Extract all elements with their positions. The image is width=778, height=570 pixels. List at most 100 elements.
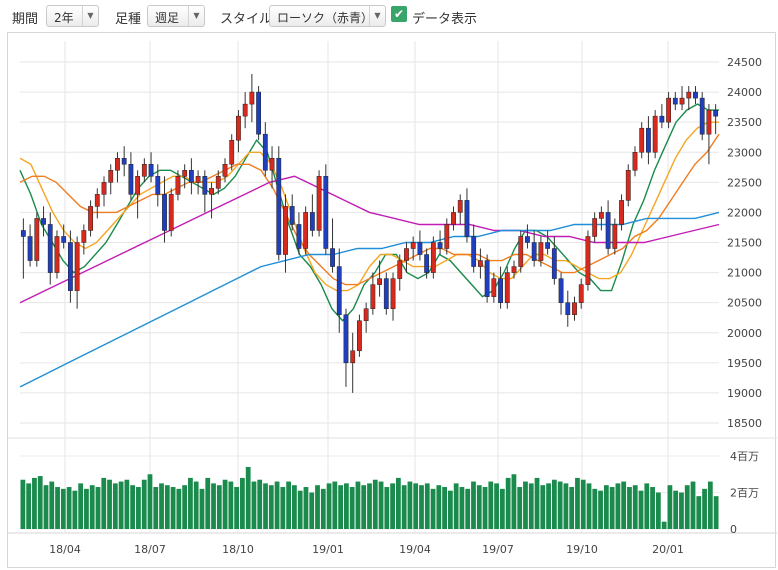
volume-bar (89, 485, 95, 529)
candle-body (639, 127, 645, 153)
candle-body (74, 242, 80, 291)
stock-chart[interactable]: 24500 24000 23500 23000 22500 22000 21500 21000… (8, 33, 777, 569)
candle-body (61, 236, 67, 243)
candle-body (202, 176, 208, 195)
volume-bar (655, 492, 661, 529)
price-tick-label: 20500 (727, 297, 762, 310)
volume-bar (326, 483, 332, 529)
volume-bar (453, 483, 459, 529)
moving-average-ma_mid2 (19, 133, 720, 286)
volume-bar (517, 487, 523, 529)
volume-bar (661, 521, 667, 529)
show-data-label[interactable]: データ表示 (412, 12, 478, 27)
candle-body (175, 176, 181, 195)
x-tick-label: 19/10 (566, 543, 598, 556)
volume-bar (395, 477, 401, 529)
candle-body (283, 206, 288, 255)
candle-body (222, 164, 228, 177)
volume-bar (471, 481, 476, 529)
volume-bar (211, 483, 216, 529)
candle-body (632, 152, 638, 171)
candle-body (377, 278, 382, 285)
volume-bar (107, 479, 112, 529)
volume-bar (49, 481, 55, 529)
price-tick-label: 24000 (727, 86, 762, 99)
volume-bar (419, 485, 424, 529)
volume-bar (315, 485, 320, 529)
volume-bar (37, 476, 43, 529)
price-tick-label: 21000 (727, 267, 762, 280)
x-tick-label: 20/01 (652, 543, 684, 556)
volume-bar (598, 490, 603, 529)
candle-body (619, 200, 624, 225)
volume-bar (66, 487, 72, 529)
volume-bar (430, 488, 436, 529)
candle-body (135, 176, 141, 195)
candle-body (357, 320, 362, 352)
volume-bar (280, 487, 286, 529)
volume-bar (384, 487, 390, 529)
period-select[interactable]: 2年 ▼ (46, 5, 99, 27)
candle-body (108, 170, 114, 183)
chevron-down-icon: ▼ (188, 6, 204, 26)
x-tick-label: 18/10 (222, 543, 254, 556)
volume-bar (234, 487, 240, 529)
volume-bar (557, 481, 563, 529)
candle-body (585, 236, 591, 285)
candle-body (41, 218, 46, 225)
chevron-down-icon: ▼ (82, 6, 98, 26)
style-select[interactable]: ローソク（赤青） ▼ (269, 5, 386, 27)
x-tick-label: 19/07 (482, 543, 514, 556)
candle-body (666, 97, 671, 123)
candle-body (471, 236, 477, 267)
candle-body (296, 224, 302, 249)
candle-body (383, 278, 389, 309)
volume-bar (205, 477, 211, 529)
volume-bar (401, 485, 407, 529)
volume-bar (355, 481, 361, 529)
candle-body (236, 115, 241, 141)
candle-body (511, 266, 517, 273)
volume-bar (43, 485, 49, 529)
candle-body (188, 170, 194, 183)
volume-bar (586, 483, 592, 529)
candle-body (679, 97, 685, 105)
moving-average-ma_mid (19, 121, 719, 292)
x-tick-label: 18/07 (134, 543, 166, 556)
volume-bar (292, 485, 297, 529)
price-tick-label: 19500 (727, 357, 762, 370)
volume-bar (141, 479, 147, 529)
moving-average-ma_longest (19, 211, 720, 388)
volume-bar (667, 485, 673, 529)
volume-bar (32, 477, 37, 529)
candle-body (34, 218, 40, 261)
chevron-down-icon: ▼ (369, 6, 385, 26)
volume-bar (222, 479, 228, 529)
volume-bar (465, 488, 471, 529)
price-tick-label: 22500 (727, 176, 762, 189)
candle-body (699, 97, 705, 135)
volume-bar (338, 485, 344, 529)
candle-body (612, 224, 618, 249)
show-data-checkbox[interactable]: ✔ (391, 6, 407, 22)
volume-bar (124, 479, 130, 529)
volume-bar (372, 479, 378, 529)
volume-bar (216, 485, 222, 529)
volume-bar (499, 488, 505, 529)
volume-bar (95, 487, 101, 529)
candle-body (390, 278, 396, 309)
volume-bar (442, 487, 447, 529)
foot-type-select[interactable]: 週足 ▼ (147, 5, 205, 27)
candle-body (215, 176, 221, 189)
candle-body (47, 224, 53, 273)
style-select-value: ローソク（赤青） (277, 11, 374, 25)
volume-bar (251, 481, 257, 529)
volume-bar (523, 481, 528, 529)
x-tick-label: 19/01 (312, 543, 344, 556)
x-tick-label: 19/04 (399, 543, 431, 556)
volume-bar (193, 481, 199, 529)
candle-body (498, 278, 503, 303)
foot-type-label: 足種 (115, 12, 142, 27)
candle-body (94, 194, 100, 207)
volume-bar (528, 483, 534, 529)
